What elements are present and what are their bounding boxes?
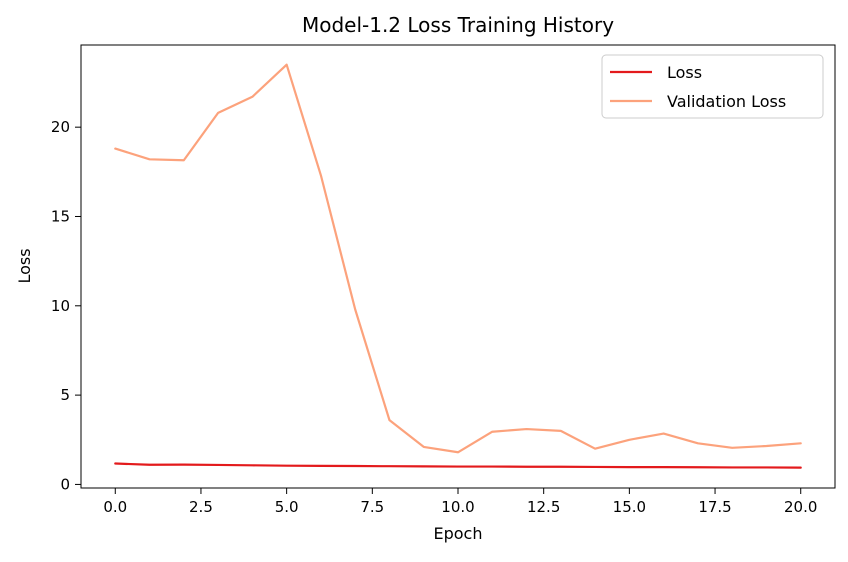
y-axis-ticks: 0 5 10 15 20 — [51, 118, 81, 493]
x-tick-label: 12.5 — [527, 498, 560, 516]
y-axis-label: Loss — [15, 248, 34, 283]
y-tick-label: 10 — [51, 297, 70, 315]
x-tick-label: 7.5 — [360, 498, 384, 516]
series-line-0 — [114, 462, 802, 469]
legend-box — [601, 54, 824, 119]
y-tick-label: 0 — [60, 475, 70, 493]
series-line-1 — [114, 63, 802, 454]
x-tick-label: 10.0 — [441, 498, 474, 516]
y-tick-label: 20 — [51, 118, 70, 136]
x-tick-label: 20.0 — [784, 498, 817, 516]
x-tick-label: 2.5 — [189, 498, 213, 516]
legend-label-0: Loss — [667, 63, 702, 82]
x-tick-label: 15.0 — [613, 498, 646, 516]
x-axis-label: Epoch — [434, 524, 483, 543]
chart-title: Model-1.2 Loss Training History — [302, 13, 614, 37]
y-tick-label: 5 — [60, 386, 70, 404]
plot-area — [114, 63, 802, 469]
x-tick-label: 5.0 — [275, 498, 299, 516]
x-axis-ticks: 0.0 2.5 5.0 7.5 10.0 12.5 15.0 17.5 20.0 — [103, 488, 817, 516]
y-tick-label: 15 — [51, 207, 70, 225]
x-tick-label: 0.0 — [103, 498, 127, 516]
x-tick-label: 17.5 — [698, 498, 731, 516]
legend-label-1: Validation Loss — [667, 92, 786, 111]
legend: Loss Validation Loss — [601, 54, 824, 119]
